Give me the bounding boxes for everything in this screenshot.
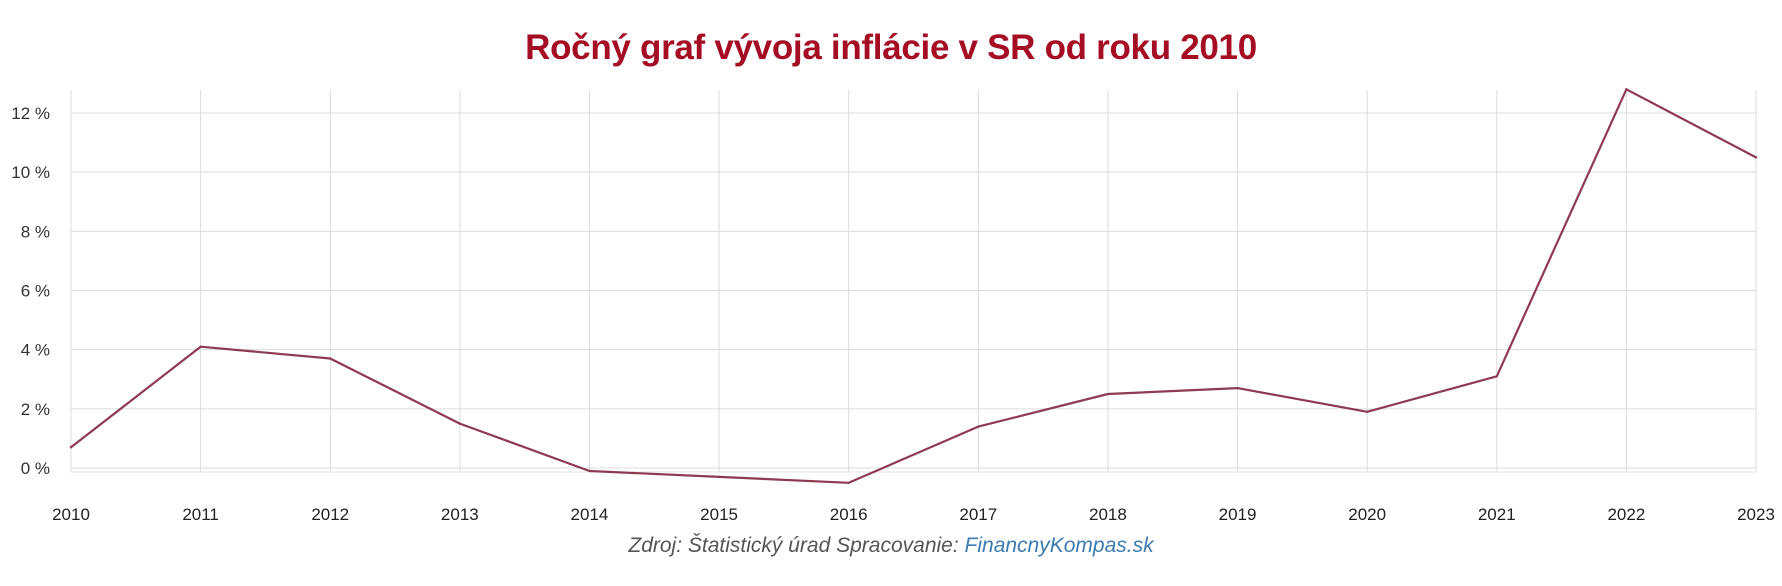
x-tick-label: 2017: [959, 505, 997, 524]
data-point: [1754, 156, 1758, 159]
x-tick-label: 2012: [311, 505, 349, 524]
source-note: Zdroj: Štatistický úrad Spracovanie: Fin…: [0, 534, 1782, 558]
x-tick-label: 2015: [700, 505, 738, 524]
chart-title: Ročný graf vývoja inflácie v SR od roku …: [525, 28, 1257, 67]
y-tick-label: 2 %: [21, 400, 50, 419]
x-tick-label: 2022: [1607, 505, 1645, 524]
data-point: [1236, 386, 1239, 390]
x-tick-label: 2018: [1089, 505, 1127, 524]
x-tick-label: 2020: [1348, 505, 1386, 524]
data-point: [977, 425, 980, 428]
source-text: Zdroj: Štatistický úrad Spracovanie:: [628, 534, 965, 557]
data-point: [1625, 88, 1628, 91]
y-tick-label: 0 %: [21, 459, 50, 478]
data-point: [1365, 410, 1369, 413]
x-tick-label: 2011: [182, 505, 219, 524]
y-tick-label: 12 %: [11, 104, 50, 123]
source-link[interactable]: FinancnyKompas.sk: [964, 534, 1154, 557]
x-tick-label: 2013: [441, 505, 479, 524]
x-tick-label: 2021: [1478, 505, 1516, 524]
data-point: [69, 446, 73, 449]
x-tick-label: 2019: [1219, 505, 1257, 524]
x-tick-label: 2014: [571, 505, 609, 524]
data-point: [1495, 375, 1498, 378]
data-point: [1106, 392, 1110, 396]
data-point: [847, 481, 850, 484]
x-tick-label: 2010: [52, 505, 90, 524]
inflation-series-line: [69, 88, 1758, 484]
data-point: [329, 357, 332, 360]
y-tick-label: 10 %: [11, 163, 50, 182]
y-tick-label: 6 %: [21, 282, 50, 301]
y-tick-label: 8 %: [21, 222, 50, 241]
data-point: [717, 475, 721, 479]
y-tick-label: 4 %: [21, 341, 50, 360]
x-tick-label: 2016: [830, 505, 868, 524]
data-point: [588, 469, 591, 473]
data-point: [458, 422, 462, 425]
data-point: [199, 345, 202, 348]
x-tick-label: 2023: [1737, 505, 1775, 524]
